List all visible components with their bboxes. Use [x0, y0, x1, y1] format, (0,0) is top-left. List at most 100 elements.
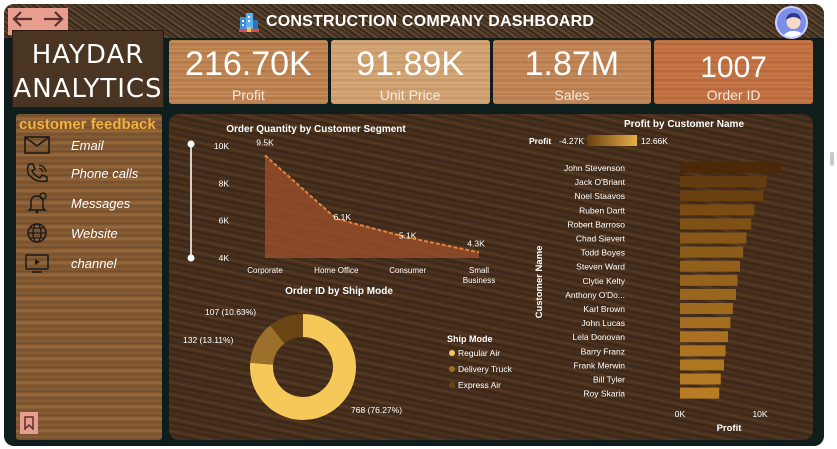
legend-swatch [449, 350, 455, 356]
page-title: CONSTRUCTION COMPANY DASHBOARD [238, 9, 594, 35]
brand-logo: HAYDAR ANALYTICS [12, 30, 164, 108]
x-tick-label: Corporate [247, 266, 283, 275]
profit-bar[interactable] [680, 288, 736, 300]
profit-bar[interactable] [680, 204, 755, 216]
bar-category-label: Barry Franz [581, 346, 625, 356]
area-data-label: 5.1K [399, 230, 417, 240]
gradient-legend-min: -4.27K [559, 136, 584, 146]
globe-icon [24, 222, 50, 244]
bar-category-label: Clytie Kelty [582, 276, 625, 286]
bar-category-label: Anthony O'Do... [565, 290, 625, 300]
donut-slice[interactable] [250, 325, 285, 365]
x-tick-label: Consumer [389, 266, 426, 275]
kpi-card-profit: 216.70K Profit [169, 40, 328, 104]
profit-bar[interactable] [680, 359, 724, 371]
area-data-label: 6.1K [334, 212, 352, 222]
forward-arrow-icon[interactable] [42, 10, 64, 34]
profit-bar[interactable] [680, 246, 744, 258]
sidebar-item-messages[interactable]: Messages [24, 192, 130, 214]
kpi-value: 1.87M [524, 45, 620, 83]
profit-bar[interactable] [680, 317, 731, 329]
scrollbar-thumb[interactable] [830, 152, 834, 166]
sidebar-item-label: Email [71, 137, 104, 153]
kpi-value: 91.89K [356, 45, 464, 83]
donut-chart-title: Order ID by Ship Mode [285, 286, 393, 297]
profit-bar[interactable] [680, 345, 726, 357]
kpi-card-sales: 1.87M Sales [492, 40, 652, 104]
x-tick-label: Small Business [463, 266, 495, 285]
profit-bar[interactable] [680, 190, 764, 202]
profit-by-customer-chart: Profit by Customer Name Profit -4.27K 12… [529, 119, 782, 434]
y-tick-label: 8K [219, 178, 230, 188]
slider-handle-bottom[interactable] [187, 254, 195, 262]
profit-bar[interactable] [680, 260, 740, 272]
bar-category-label: John Stevenson [564, 163, 625, 173]
legend-item[interactable]: Express Air [458, 380, 501, 390]
bar-x-tick-label: 0K [675, 409, 686, 419]
bar-category-label: Karl Brown [583, 304, 625, 314]
bar-category-label: Frank Merwin [574, 360, 626, 370]
profit-bar[interactable] [680, 303, 733, 314]
kpi-card-unit-price: 91.89K Unit Price [330, 40, 490, 104]
back-arrow-icon[interactable] [12, 10, 34, 34]
profit-bar[interactable] [680, 162, 782, 173]
bar-x-tick-label: 10K [752, 409, 767, 419]
donut-data-label: 768 (76.27%) [351, 405, 402, 415]
bar-x-axis-label: Profit [717, 423, 743, 434]
sidebar-item-label: Website [71, 225, 118, 241]
bar-category-label: Steven Ward [576, 262, 625, 272]
profit-bar[interactable] [680, 331, 728, 343]
donut-slice[interactable] [250, 314, 356, 420]
y-tick-label: 4K [219, 253, 230, 263]
sidebar-item-website[interactable]: Website [24, 222, 118, 244]
profit-bar[interactable] [680, 176, 767, 188]
brand-line-2: ANALYTICS [13, 74, 163, 104]
bar-category-label: Ruben Dartt [579, 205, 625, 215]
ship-mode-chart: Order ID by Ship Mode 768 (76.27%) 132 (1… [183, 286, 513, 420]
slider-handle-top[interactable] [187, 140, 195, 148]
y-tick-label: 10K [214, 141, 229, 151]
bookmark-icon[interactable] [20, 412, 38, 434]
sidebar-item-phone-calls[interactable]: Phone calls [24, 162, 138, 184]
donut-data-label: 107 (10.63%) [205, 307, 256, 317]
order-quantity-chart: Order Quantity by Customer Segment 4K 6K 8… [187, 124, 495, 285]
legend-swatch [449, 382, 455, 388]
area-series-fill [265, 155, 479, 258]
charts-canvas: Order Quantity by Customer Segment 4K 6K 8… [183, 119, 782, 434]
profit-bar[interactable] [680, 387, 720, 399]
y-tick-label: 6K [219, 216, 230, 226]
bar-category-label: John Lucas [582, 318, 625, 328]
gradient-legend-label: Profit [529, 136, 551, 146]
bar-category-label: Chad Sievert [576, 234, 626, 244]
dashboard-title: CONSTRUCTION COMPANY DASHBOARD [266, 13, 595, 30]
area-series-line [264, 154, 480, 254]
bar-category-label: Bill Tyler [593, 375, 625, 385]
sidebar-item-email[interactable]: Email [24, 134, 104, 156]
avatar-icon[interactable] [775, 6, 808, 39]
kpi-label: Unit Price [379, 87, 441, 103]
main-panel: Order Quantity by Customer Segment 4K 6K 8… [169, 114, 813, 440]
sidebar-item-label: Messages [71, 195, 131, 211]
legend-item[interactable]: Delivery Truck [458, 364, 513, 374]
gradient-legend-max: 12.66K [641, 136, 668, 146]
dashboard-frame: CONSTRUCTION COMPANY DASHBOARD HAYDAR AN… [4, 4, 824, 446]
bar-chart-title: Profit by Customer Name [624, 119, 744, 130]
area-data-label: 9.5K [256, 137, 274, 147]
profit-bar[interactable] [680, 274, 738, 286]
kpi-value: 216.70K [185, 45, 312, 83]
gradient-legend-bar [587, 135, 637, 146]
sidebar-item-channel[interactable]: channel [24, 252, 117, 274]
profit-bar[interactable] [680, 373, 721, 385]
donut-slice[interactable] [270, 314, 303, 344]
profit-bar[interactable] [680, 218, 752, 230]
sidebar-item-label: Phone calls [71, 165, 139, 181]
legend-item[interactable]: Regular Air [458, 348, 500, 358]
sidebar-title: customer feedback [19, 116, 156, 133]
profit-bar[interactable] [680, 232, 747, 244]
kpi-label: Sales [554, 87, 590, 103]
bar-category-label: Lela Donovan [573, 332, 626, 342]
sidebar: customer feedback Email Phone calls Mess… [16, 114, 162, 440]
bar-category-label: Robert Barroso [567, 219, 625, 229]
area-data-label: 4.3K [467, 238, 485, 248]
envelope-icon [24, 134, 50, 156]
